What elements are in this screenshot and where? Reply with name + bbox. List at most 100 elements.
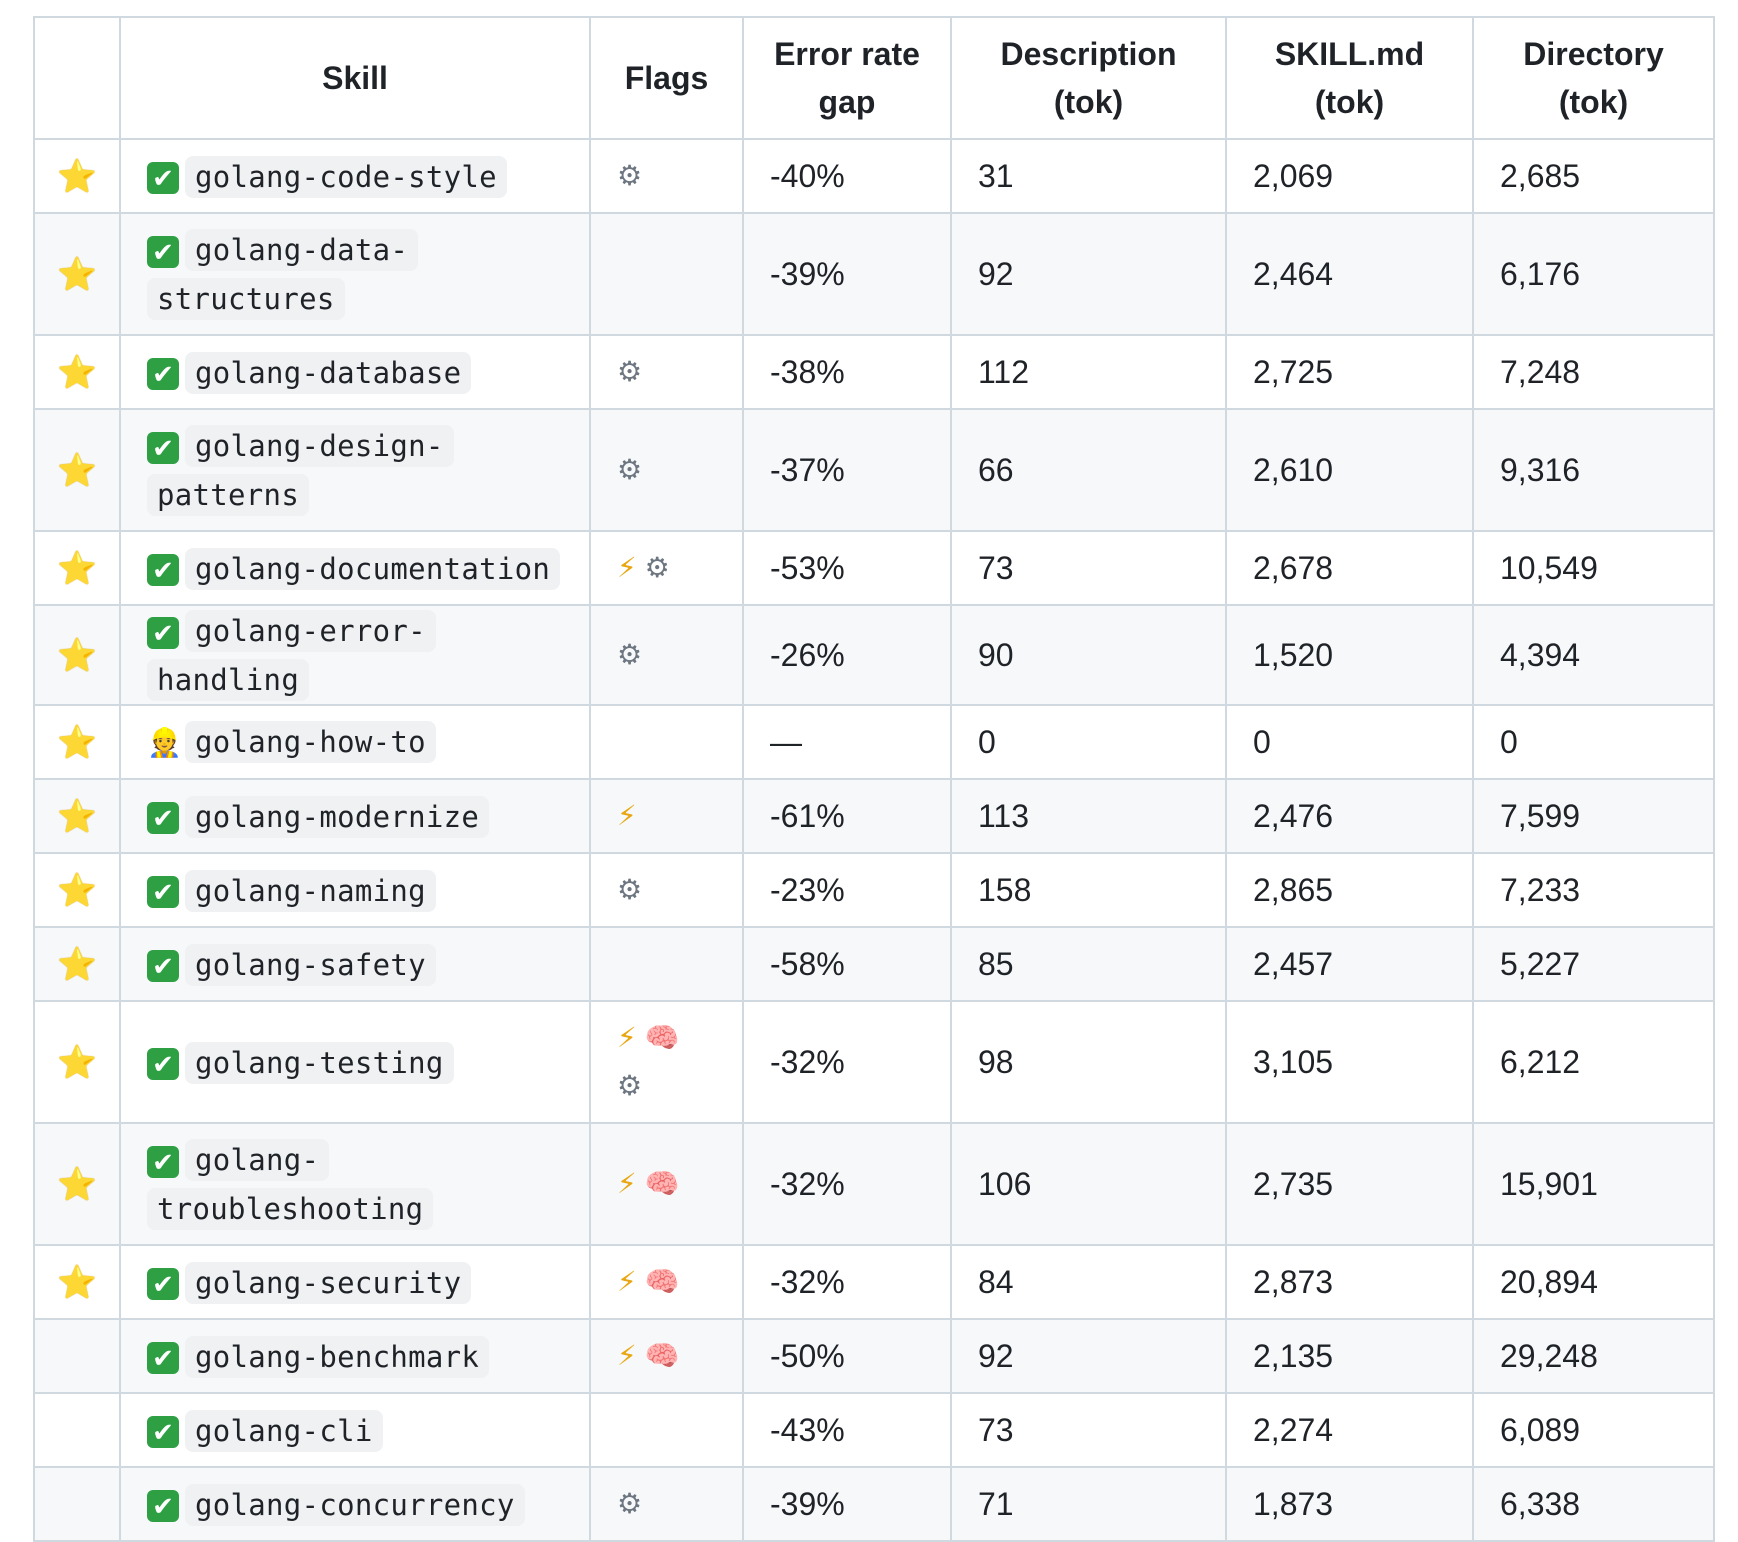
star-icon: ⭐: [57, 550, 97, 586]
table-row: ⭐ ✔ golang-safety -58% 85 2,457 5,227: [33, 926, 1715, 1002]
star-cell: ⭐: [33, 408, 121, 532]
star-cell: ⭐: [33, 334, 121, 410]
header-skill-md-tok: SKILL.md (tok): [1225, 16, 1474, 140]
check-mark-icon: ✔: [147, 162, 179, 195]
check-mark-icon: ✔: [147, 235, 179, 268]
check-mark-icon: ✔: [147, 1268, 179, 1301]
skills-table-container: Skill Flags Error rate gap Description (…: [33, 16, 1715, 1542]
lightning-icon: ⚡: [617, 1340, 637, 1371]
flags-cell: ⚙: [589, 334, 744, 410]
gear-icon: ⚙: [617, 1488, 643, 1519]
table-row: ✔ golang-benchmark ⚡ 🧠 -50% 92 2,135 29,248: [33, 1318, 1715, 1394]
star-cell: ⭐: [33, 1122, 121, 1246]
skill-name: golang-how-to: [185, 720, 436, 763]
skill-name: golang-database: [185, 351, 472, 394]
star-icon: ⭐: [57, 798, 97, 834]
skill-md-tok-cell: 2,464: [1225, 212, 1474, 336]
description-tok-cell: 106: [950, 1122, 1227, 1246]
table-row: ⭐ ✔ golang-data-structures -39% 92 2,464 6,176: [33, 212, 1715, 336]
lightning-icon: ⚡: [617, 552, 637, 583]
star-icon: ⭐: [57, 637, 97, 673]
directory-tok-cell: 9,316: [1472, 408, 1715, 532]
error-rate-gap-cell: -32%: [742, 1000, 952, 1124]
star-icon: ⭐: [57, 1044, 97, 1080]
directory-tok-cell: 7,599: [1472, 778, 1715, 854]
check-mark-icon: ✔: [147, 1145, 179, 1178]
header-directory-tok: Directory (tok): [1472, 16, 1715, 140]
skill-name: golang-naming: [185, 869, 436, 912]
brain-icon: 🧠: [644, 1266, 680, 1297]
star-cell: ⭐: [33, 604, 121, 706]
skill-md-tok-cell: 2,135: [1225, 1318, 1474, 1394]
header-skill: Skill: [119, 16, 591, 140]
star-cell: ⭐: [33, 138, 121, 214]
check-mark-icon: ✔: [147, 950, 179, 983]
gear-icon: ⚙: [617, 160, 643, 191]
directory-tok-cell: 6,089: [1472, 1392, 1715, 1468]
flags-cell: [589, 212, 744, 336]
table-row: ⭐ ✔ golang-documentation ⚡ ⚙ -53% 73 2,678 10,54…: [33, 530, 1715, 606]
skill-cell: ✔ golang-data-structures: [119, 212, 591, 336]
skill-cell: ✔ golang-naming: [119, 852, 591, 928]
flags-cell: ⚡ 🧠: [589, 1244, 744, 1320]
flags-cell: ⚙: [589, 852, 744, 928]
star-icon: ⭐: [57, 452, 97, 488]
check-mark-icon: ✔: [147, 616, 179, 649]
star-cell: [33, 1318, 121, 1394]
description-tok-cell: 90: [950, 604, 1227, 706]
skill-cell: ✔ golang-code-style: [119, 138, 591, 214]
check-mark-icon: ✔: [147, 1416, 179, 1449]
description-tok-cell: 84: [950, 1244, 1227, 1320]
description-tok-cell: 92: [950, 1318, 1227, 1394]
star-icon: ⭐: [57, 724, 97, 760]
table-row: ⭐ ✔ golang-modernize ⚡ -61% 113 2,476 7,599: [33, 778, 1715, 854]
skill-cell: ✔ golang-concurrency: [119, 1466, 591, 1542]
flags-cell: [589, 1392, 744, 1468]
star-cell: ⭐: [33, 926, 121, 1002]
check-mark-icon: ✔: [147, 802, 179, 835]
flags-cell: ⚡ ⚙: [589, 530, 744, 606]
flags-cell: ⚡ 🧠⚙: [589, 1000, 744, 1124]
skill-name: golang-benchmark: [185, 1335, 490, 1378]
error-rate-gap-cell: -37%: [742, 408, 952, 532]
gear-icon: ⚙: [617, 454, 643, 485]
flags-cell: ⚙: [589, 408, 744, 532]
skill-md-tok-cell: 1,520: [1225, 604, 1474, 706]
error-rate-gap-cell: -58%: [742, 926, 952, 1002]
skill-md-tok-cell: 2,610: [1225, 408, 1474, 532]
lightning-icon: ⚡: [617, 800, 637, 831]
error-rate-gap-cell: -23%: [742, 852, 952, 928]
directory-tok-cell: 5,227: [1472, 926, 1715, 1002]
lightning-icon: ⚡: [617, 1266, 637, 1297]
gear-icon: ⚙: [617, 874, 643, 905]
skill-md-tok-cell: 2,865: [1225, 852, 1474, 928]
error-rate-gap-cell: -32%: [742, 1122, 952, 1246]
skill-name: golang-safety: [185, 943, 436, 986]
description-tok-cell: 73: [950, 1392, 1227, 1468]
check-mark-icon: ✔: [147, 431, 179, 464]
table-row: ⭐ ✔ golang-error-handling ⚙ -26% 90 1,520 4,394: [33, 604, 1715, 706]
star-icon: ⭐: [57, 872, 97, 908]
star-cell: ⭐: [33, 1244, 121, 1320]
description-tok-cell: 92: [950, 212, 1227, 336]
table-row: ✔ golang-cli -43% 73 2,274 6,089: [33, 1392, 1715, 1468]
description-tok-cell: 0: [950, 704, 1227, 780]
table-row: ✔ golang-concurrency ⚙ -39% 71 1,873 6,338: [33, 1466, 1715, 1542]
brain-icon: 🧠: [644, 1022, 680, 1053]
directory-tok-cell: 6,212: [1472, 1000, 1715, 1124]
skill-name: golang-code-style: [185, 155, 507, 198]
gear-icon: ⚙: [617, 356, 643, 387]
skill-cell: ✔ golang-safety: [119, 926, 591, 1002]
skill-cell: ✔ golang-design-patterns: [119, 408, 591, 532]
check-mark-icon: ✔: [147, 1048, 179, 1081]
star-icon: ⭐: [57, 354, 97, 390]
description-tok-cell: 31: [950, 138, 1227, 214]
flags-cell: ⚙: [589, 1466, 744, 1542]
star-cell: ⭐: [33, 778, 121, 854]
header-row: Skill Flags Error rate gap Description (…: [33, 16, 1715, 140]
error-rate-gap-cell: -38%: [742, 334, 952, 410]
check-mark-icon: ✔: [147, 876, 179, 909]
check-mark-icon: ✔: [147, 1490, 179, 1523]
skill-name: golang-design-patterns: [147, 425, 454, 516]
description-tok-cell: 112: [950, 334, 1227, 410]
